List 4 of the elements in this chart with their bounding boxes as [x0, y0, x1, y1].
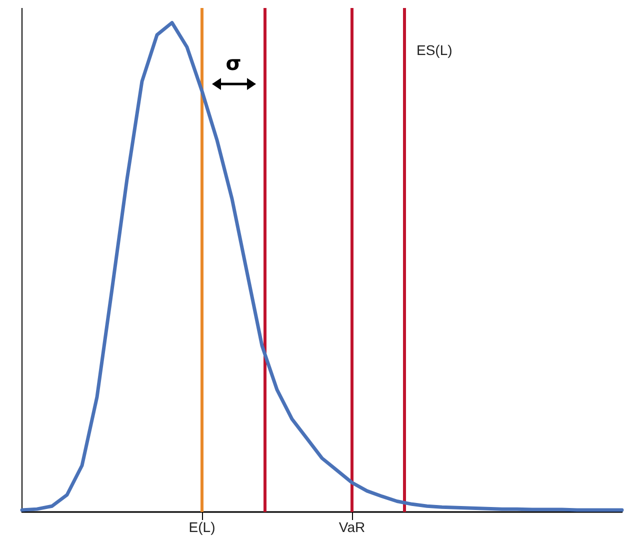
annotation: ES(L)	[416, 42, 452, 58]
x-tick-label: E(L)	[188, 519, 216, 535]
annotation: σ	[226, 51, 242, 75]
x-tick-label: VaR	[338, 519, 366, 535]
